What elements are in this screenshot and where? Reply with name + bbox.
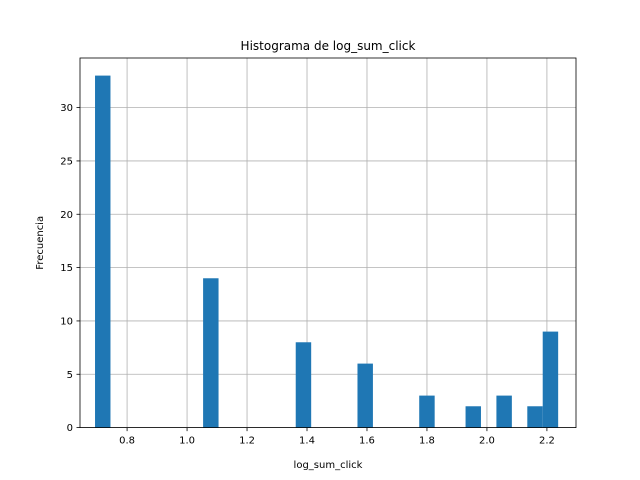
x-tick-label: 1.6 bbox=[359, 436, 375, 447]
y-tick-label: 10 bbox=[60, 316, 73, 327]
x-tick-label: 2.0 bbox=[479, 436, 495, 447]
y-tick-label: 0 bbox=[67, 423, 73, 434]
y-tick-label: 30 bbox=[60, 103, 73, 114]
x-tick-label: 1.4 bbox=[299, 436, 315, 447]
y-axis-ticks: 0 5 10 15 20 25 30 bbox=[60, 103, 80, 434]
y-tick-label: 15 bbox=[60, 263, 73, 274]
x-tick-label: 0.8 bbox=[119, 436, 135, 447]
x-tick-label: 1.2 bbox=[239, 436, 255, 447]
x-tick-label: 1.0 bbox=[179, 436, 195, 447]
x-axis-label: log_sum_click bbox=[294, 460, 363, 471]
x-axis-ticks: 0.8 1.0 1.2 1.4 1.6 1.8 2.0 2.2 bbox=[119, 427, 555, 447]
axes-frame bbox=[79, 57, 577, 429]
histogram-bar bbox=[203, 278, 219, 428]
histogram-bar bbox=[542, 331, 559, 428]
x-tick-label: 1.8 bbox=[419, 436, 435, 447]
y-axis-label: Frecuencia bbox=[35, 216, 46, 270]
histogram-bar bbox=[419, 395, 435, 428]
bars-layer bbox=[95, 75, 559, 428]
x-tick-label: 2.2 bbox=[539, 436, 555, 447]
histogram-bar bbox=[357, 363, 373, 428]
histogram-bar bbox=[295, 342, 312, 428]
y-tick-label: 5 bbox=[67, 370, 73, 381]
y-tick-label: 25 bbox=[60, 156, 73, 167]
histogram-bar bbox=[465, 406, 481, 428]
chart-title: Histograma de log_sum_click bbox=[241, 39, 416, 53]
histogram-bar bbox=[527, 406, 543, 428]
histogram-bar bbox=[496, 395, 512, 428]
y-tick-label: 20 bbox=[60, 210, 73, 221]
histogram-bar bbox=[95, 75, 111, 428]
